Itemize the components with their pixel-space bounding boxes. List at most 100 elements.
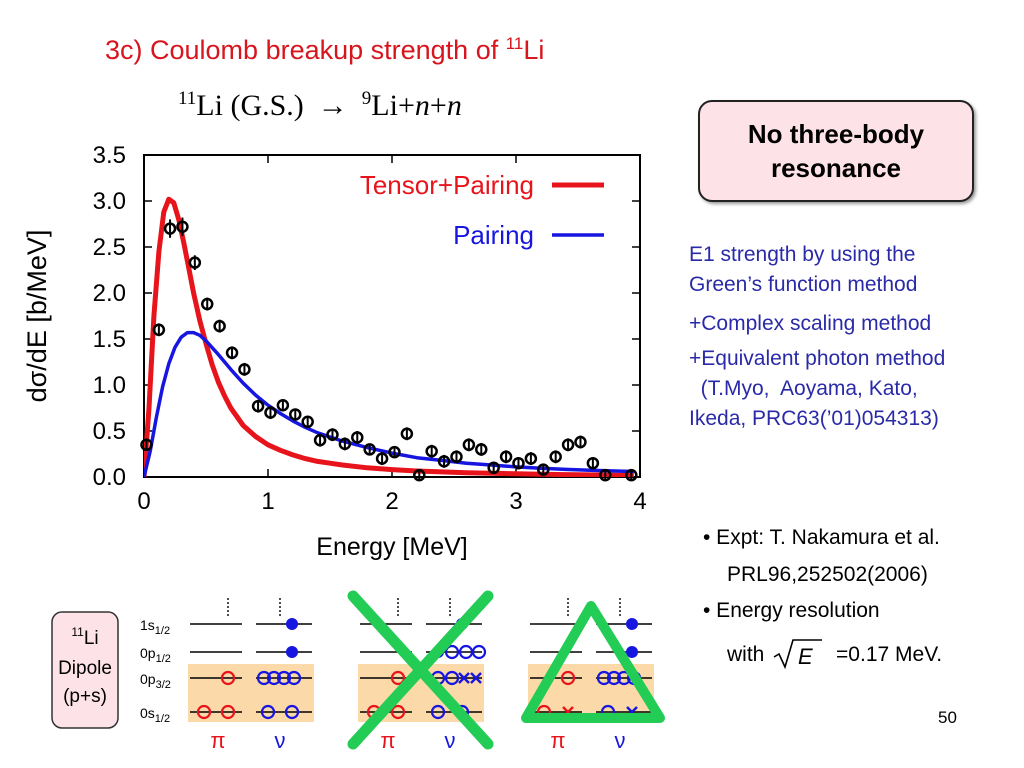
level-subscript: 1/2: [155, 625, 170, 637]
method-note-2: Green’s function method: [689, 273, 918, 296]
data-point: [586, 456, 600, 470]
x-tick-label: 1: [261, 488, 274, 515]
data-point: [487, 461, 500, 475]
method-note-3: +Complex scaling method: [689, 312, 932, 335]
plot-area: 0 1 2 3 4 0.0 0.5 1.0 1.5 2.0 2.5 3.0 3.5 Energy [MeV…: [22, 142, 647, 561]
removed-orbital: [458, 672, 470, 684]
reaction-plus-2: +: [429, 89, 447, 122]
expt-line-4: with E =0.17 MeV.: [727, 637, 942, 671]
open-orbital: [471, 644, 487, 660]
reaction-neutron-1: n: [414, 89, 430, 122]
resolution-value: =0.17 MeV.: [836, 643, 943, 666]
nu-label: ν: [615, 728, 626, 753]
level-name: 0s: [140, 705, 155, 721]
data-point: [238, 363, 251, 376]
expt-line-3: • Energy resolution: [703, 599, 880, 622]
data-point: [289, 408, 302, 421]
sqrt-symbol: E: [773, 639, 823, 670]
level-subscript: 1/2: [155, 713, 170, 725]
no-resonance-callout: No three-body resonance: [698, 100, 974, 202]
callout-line-1: No three-body: [747, 119, 925, 149]
slide-title: 3c) Coulomb breakup strength of 11Li: [105, 34, 544, 66]
open-orbital: [390, 704, 406, 720]
data-point: [574, 435, 587, 449]
level-name: 0p: [140, 671, 156, 687]
level-name: 0p: [140, 645, 156, 661]
y-tick-label: 1.0: [93, 372, 126, 399]
removed-orbital: [470, 672, 482, 684]
x-tick-label: 2: [385, 488, 398, 515]
data-point: [462, 438, 476, 452]
nucleus-element: Li: [84, 628, 99, 649]
open-orbital: [196, 704, 212, 720]
level-subscript: 3/2: [156, 679, 171, 691]
sqrt-variable: E: [798, 644, 813, 669]
title-mass-number: 11: [505, 34, 524, 53]
data-point: [301, 415, 314, 429]
open-orbital: [260, 704, 276, 720]
data-point: [413, 468, 426, 482]
allowed-triangle: [521, 601, 665, 723]
y-tick-label: 1.5: [93, 326, 126, 353]
data-point: [225, 346, 239, 360]
x-tick-label: 4: [633, 488, 646, 515]
reaction-equation: 11Li (G.S.) → 9Li+n+n: [178, 88, 462, 123]
reaction-lhs-mass: 11: [178, 88, 197, 109]
nucleus-label: 11Li: [71, 625, 98, 649]
data-point: [537, 463, 550, 476]
filled-orbital: [626, 646, 638, 658]
level-label: 0s1/2: [140, 705, 170, 725]
data-point: [512, 456, 525, 470]
data-point: [338, 437, 352, 451]
filled-orbital: [626, 618, 638, 630]
y-tick-label: 3.0: [93, 188, 126, 215]
y-tick-label: 0.0: [93, 464, 126, 491]
data-point: [188, 256, 202, 269]
x-axis-label: Energy [MeV]: [316, 533, 467, 561]
reaction-plus-1: +: [397, 89, 415, 122]
data-point: [163, 222, 177, 235]
data-point: [524, 452, 538, 465]
reaction-lhs: Li (G.S.): [196, 89, 304, 122]
data-point: [363, 443, 376, 456]
open-orbital: [266, 670, 282, 686]
reaction-arrow: →: [317, 89, 348, 122]
level-label: 0p1/2: [140, 645, 171, 665]
open-orbital: [284, 704, 300, 720]
legend-label-tensor-pairing: Tensor+Pairing: [360, 170, 534, 200]
level-label: 0p3/2: [140, 671, 171, 691]
plot-frame: [143, 154, 641, 478]
method-note-5: (T.Myo, Aoyama, Kato,: [689, 377, 918, 400]
data-point: [599, 468, 612, 482]
open-orbital: [430, 704, 446, 720]
data-point: [561, 438, 575, 452]
title-element: Li: [523, 35, 545, 65]
method-note-4: +Equivalent photon method: [689, 347, 946, 370]
data-point: [388, 445, 401, 459]
data-point: [375, 452, 389, 465]
expt-line-2: PRL96,252502(2006): [727, 563, 928, 586]
open-orbital: [220, 704, 236, 720]
level-name: 1s: [140, 617, 155, 633]
open-orbital: [606, 670, 622, 686]
nucleus-mass-number: 11: [71, 625, 84, 639]
dipole-label: Dipole: [58, 658, 112, 679]
page-number: 50: [938, 708, 957, 727]
pi-label: π: [210, 728, 225, 753]
open-orbital: [560, 670, 576, 686]
open-orbital: [444, 644, 460, 660]
data-point: [276, 398, 290, 412]
with-label: with: [727, 643, 765, 666]
y-tick-label: 2.0: [93, 280, 126, 307]
title-text: 3c) Coulomb breakup strength of: [105, 35, 506, 65]
data-point: [549, 450, 562, 464]
reaction-rhs-li: Li: [371, 89, 398, 122]
data-point: [251, 399, 265, 413]
x-tick-label: 3: [509, 488, 522, 515]
open-orbital: [444, 670, 460, 686]
y-axis-label: dσ/dE [b/MeV]: [22, 230, 52, 403]
data-point: [152, 323, 166, 337]
data-point: [499, 450, 513, 464]
data-point: [351, 431, 364, 444]
